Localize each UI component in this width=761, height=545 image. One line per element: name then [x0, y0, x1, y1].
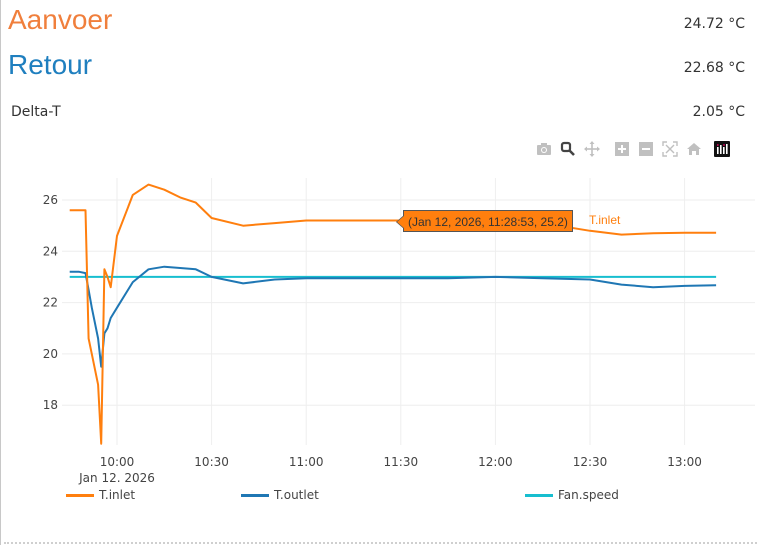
legend-label: Fan.speed — [558, 488, 619, 502]
bottom-divider — [4, 542, 757, 544]
left-border — [0, 0, 1, 545]
zoom-in-icon[interactable] — [612, 140, 632, 158]
svg-text:13:00: 13:00 — [667, 455, 702, 469]
legend-swatch-icon — [66, 493, 94, 497]
svg-text:20: 20 — [43, 347, 58, 361]
legend-item-t-inlet[interactable]: T.inlet — [66, 488, 135, 502]
delta-t-label: Delta-T — [11, 104, 61, 120]
svg-text:22: 22 — [43, 296, 58, 310]
zoom-out-icon[interactable] — [636, 140, 656, 158]
legend-label: T.inlet — [99, 488, 136, 502]
svg-text:11:30: 11:30 — [384, 455, 419, 469]
retour-title: Retour — [8, 49, 93, 80]
grid-lines — [62, 178, 755, 445]
retour-value: 22.68 °C — [683, 60, 745, 76]
legend-swatch-icon — [241, 493, 269, 497]
svg-text:10:00: 10:00 — [100, 455, 135, 469]
aanvoer-title: Aanvoer — [8, 4, 113, 35]
legend-label: T.outlet — [274, 488, 319, 502]
svg-text:26: 26 — [43, 193, 58, 207]
reset-axes-icon[interactable] — [684, 140, 704, 158]
svg-text:12:00: 12:00 — [478, 455, 513, 469]
plotly-logo-icon[interactable] — [712, 140, 732, 158]
legend-item-t-outlet[interactable]: T.outlet — [241, 488, 319, 502]
hover-tooltip: (Jan 12, 2026, 11:28:53, 25.2) — [396, 210, 573, 232]
chart-modebar — [534, 139, 736, 159]
svg-text:10:30: 10:30 — [194, 455, 229, 469]
zoom-icon[interactable] — [558, 140, 578, 158]
svg-text:12:30: 12:30 — [573, 455, 608, 469]
hover-tooltip-series: T.inlet — [589, 213, 621, 227]
x-axis-ticks: 10:00 Jan 12. 2026 10:30 11:00 11:30 12:00 12:… — [78, 455, 702, 485]
y-axis-ticks: 18 20 22 24 26 — [43, 193, 58, 412]
legend-item-fan-speed[interactable]: Fan.speed — [525, 488, 619, 502]
legend-swatch-icon — [525, 493, 553, 497]
svg-text:18: 18 — [43, 398, 58, 412]
svg-text:11:00: 11:00 — [289, 455, 324, 469]
aanvoer-value: 24.72 °C — [683, 16, 745, 32]
pan-icon[interactable] — [582, 140, 602, 158]
svg-text:Jan 12. 2026: Jan 12. 2026 — [78, 471, 155, 485]
camera-icon[interactable] — [534, 140, 554, 158]
delta-t-value: 2.05 °C — [692, 104, 745, 120]
svg-text:24: 24 — [43, 244, 58, 258]
autoscale-icon[interactable] — [660, 140, 680, 158]
